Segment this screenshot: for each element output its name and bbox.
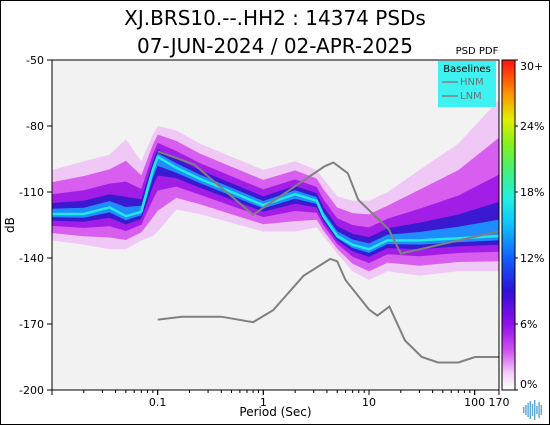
- chart-title: XJ.BRS10.--.HH2 : 14374 PSDs: [124, 6, 426, 30]
- y-axis-label: dB: [3, 217, 17, 233]
- chart-subtitle: 07-JUN-2024 / 02-APR-2025: [136, 34, 413, 58]
- logo-bar: [527, 403, 529, 417]
- colorbar-tick-label: 12%: [520, 252, 544, 265]
- y-tick-label: -170: [19, 318, 44, 331]
- y-tick-label: -80: [26, 120, 44, 133]
- colorbar-scale: [501, 59, 516, 391]
- axes: -50 -80 -110 -140 -170 -200 0.1 1 10 100 170: [19, 54, 509, 409]
- colorbar-tick-label: 30+: [520, 60, 543, 73]
- x-tick-label: 170: [489, 396, 510, 409]
- y-tick-label: -200: [19, 384, 44, 397]
- colorbar-tick-label: 0%: [520, 378, 537, 391]
- colorbar-tick-label: 24%: [520, 120, 544, 133]
- density-layer: [52, 99, 499, 280]
- legend: Baselines HNM LNM: [438, 61, 496, 107]
- logo-bar: [531, 404, 534, 416]
- x-axis-label: Period (Sec): [239, 405, 311, 419]
- density-band-high: [52, 153, 499, 253]
- logo-bar: [529, 401, 531, 419]
- logo-bar: [525, 405, 527, 415]
- density-mode-ridge: [52, 155, 499, 251]
- logo-bar: [523, 407, 525, 413]
- series-line-lnm: [157, 257, 499, 364]
- logo-bar: [538, 402, 540, 418]
- colorbar-title: PSD PDF: [456, 46, 499, 57]
- logo-bar: [540, 405, 542, 415]
- waveform-logo-icon: [523, 400, 542, 420]
- x-tick-label: 0.1: [149, 396, 167, 409]
- x-tick-label: 1: [260, 396, 267, 409]
- colorbar-tick-label: 18%: [520, 186, 544, 199]
- series-line-hnm: [157, 150, 499, 255]
- legend-box: [438, 61, 496, 107]
- colorbar: PSD PDF 30+ 24% 18% 12% 6% 0%: [456, 46, 545, 391]
- logo-bar: [534, 400, 536, 420]
- x-tick-label: 10: [362, 396, 376, 409]
- logo-bar: [536, 406, 538, 414]
- plot-border: [51, 59, 500, 391]
- legend-title: Baselines: [443, 64, 491, 75]
- y-tick-label: -50: [26, 54, 44, 67]
- y-tick-label: -140: [19, 252, 44, 265]
- baseline-lines: [157, 150, 499, 364]
- colorbar-tick-label: 6%: [520, 318, 537, 331]
- x-tick-label: 100: [464, 396, 485, 409]
- y-tick-label: -110: [19, 186, 44, 199]
- legend-entry-hnm: HNM: [460, 77, 484, 88]
- legend-entry-lnm: LNM: [460, 91, 482, 102]
